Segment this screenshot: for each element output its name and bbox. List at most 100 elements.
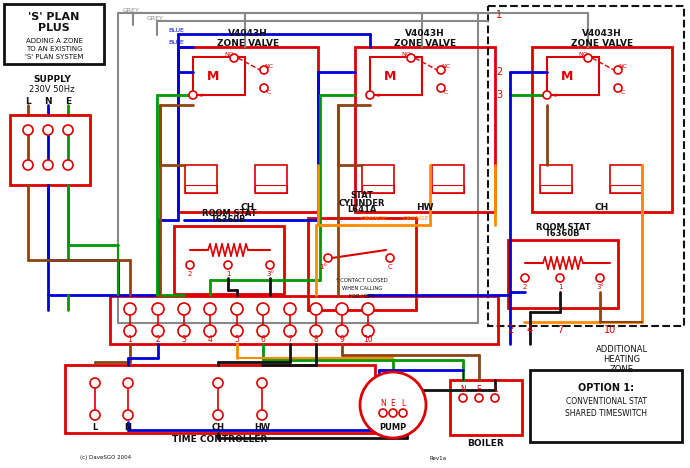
Text: (c) DaveSGO 2004: (c) DaveSGO 2004 [80, 455, 131, 461]
Circle shape [23, 160, 33, 170]
Circle shape [389, 409, 397, 417]
Text: BLUE: BLUE [168, 29, 184, 34]
Bar [530, 370, 682, 442]
Text: 6: 6 [261, 336, 266, 344]
Circle shape [123, 410, 133, 420]
Bar [547, 57, 599, 95]
Text: PLUS: PLUS [38, 23, 70, 33]
Circle shape [324, 254, 332, 262]
Text: L: L [493, 385, 497, 394]
Bar [118, 13, 478, 323]
Text: L: L [401, 398, 405, 408]
Circle shape [310, 325, 322, 337]
Circle shape [204, 325, 216, 337]
Text: NC: NC [618, 64, 628, 68]
Text: E: E [65, 96, 71, 105]
Bar [362, 185, 394, 193]
Text: NC: NC [264, 64, 273, 68]
Text: ZONE VALVE: ZONE VALVE [571, 38, 633, 47]
Bar [362, 165, 394, 193]
Text: ORANGE: ORANGE [403, 215, 429, 220]
Circle shape [23, 125, 33, 135]
Text: 'S' PLAN SYSTEM: 'S' PLAN SYSTEM [25, 54, 83, 60]
Circle shape [386, 254, 394, 262]
Text: ◄: ◄ [551, 92, 557, 98]
Bar [4, 4, 104, 64]
Circle shape [336, 303, 348, 315]
Text: N: N [460, 385, 466, 394]
Bar [610, 165, 642, 193]
Text: L: L [25, 96, 31, 105]
Circle shape [257, 325, 269, 337]
Text: ◄: ◄ [374, 92, 380, 98]
Text: 1: 1 [496, 10, 502, 20]
Text: CH: CH [595, 204, 609, 212]
Text: 8: 8 [314, 336, 318, 344]
Bar [193, 57, 245, 95]
Circle shape [260, 84, 268, 92]
Circle shape [379, 409, 387, 417]
Bar [255, 165, 287, 193]
Text: N: N [380, 398, 386, 408]
Text: ADDING A ZONE: ADDING A ZONE [26, 38, 83, 44]
Circle shape [230, 54, 238, 62]
Circle shape [437, 84, 445, 92]
Text: ZONE VALVE: ZONE VALVE [394, 38, 456, 47]
Text: V4043H: V4043H [582, 29, 622, 38]
Text: SHARED TIMESWITCH: SHARED TIMESWITCH [565, 410, 647, 418]
Text: NO: NO [578, 51, 588, 57]
Text: V4043H: V4043H [228, 29, 268, 38]
Circle shape [204, 303, 216, 315]
Text: 230V 50Hz: 230V 50Hz [29, 85, 75, 94]
Circle shape [362, 303, 374, 315]
Text: M: M [561, 71, 573, 83]
Text: E: E [477, 385, 482, 394]
Circle shape [614, 66, 622, 74]
Text: ROOM STAT: ROOM STAT [535, 222, 591, 232]
Text: 7: 7 [557, 325, 563, 335]
Text: 1°: 1° [319, 264, 327, 270]
Text: BOILER: BOILER [468, 439, 504, 447]
Bar [110, 296, 498, 344]
Circle shape [491, 394, 499, 402]
Text: C: C [621, 90, 625, 95]
Text: N: N [124, 423, 132, 431]
Circle shape [360, 372, 426, 438]
Bar [540, 185, 572, 193]
Circle shape [90, 410, 100, 420]
Text: PUMP: PUMP [380, 423, 406, 431]
Circle shape [257, 303, 269, 315]
Text: 3: 3 [181, 336, 186, 344]
Bar [65, 365, 375, 433]
Text: 1: 1 [226, 271, 230, 277]
Text: HW: HW [254, 423, 270, 431]
Circle shape [257, 378, 267, 388]
Circle shape [521, 274, 529, 282]
Text: STAT: STAT [351, 191, 373, 200]
Circle shape [266, 261, 274, 269]
Text: 10: 10 [363, 336, 373, 344]
Text: GREY: GREY [147, 15, 164, 21]
Circle shape [213, 378, 223, 388]
Text: ORANGE: ORANGE [361, 215, 387, 220]
Bar [432, 185, 464, 193]
Circle shape [407, 54, 415, 62]
Text: M: M [384, 71, 396, 83]
Text: C: C [388, 264, 393, 270]
Text: * CONTACT CLOSED: * CONTACT CLOSED [336, 278, 388, 283]
Text: GREY: GREY [123, 7, 140, 13]
Circle shape [90, 378, 100, 388]
Text: HEATING: HEATING [604, 356, 640, 365]
Bar [174, 226, 284, 294]
Bar [508, 240, 618, 308]
Text: 3°: 3° [266, 271, 274, 277]
Text: Rev1a: Rev1a [430, 455, 447, 461]
Bar [178, 47, 318, 212]
Text: V4043H: V4043H [405, 29, 445, 38]
Circle shape [614, 84, 622, 92]
Circle shape [437, 66, 445, 74]
Circle shape [399, 409, 407, 417]
Text: E: E [391, 398, 395, 408]
Text: SUPPLY: SUPPLY [33, 75, 71, 85]
Text: CH: CH [212, 423, 224, 431]
